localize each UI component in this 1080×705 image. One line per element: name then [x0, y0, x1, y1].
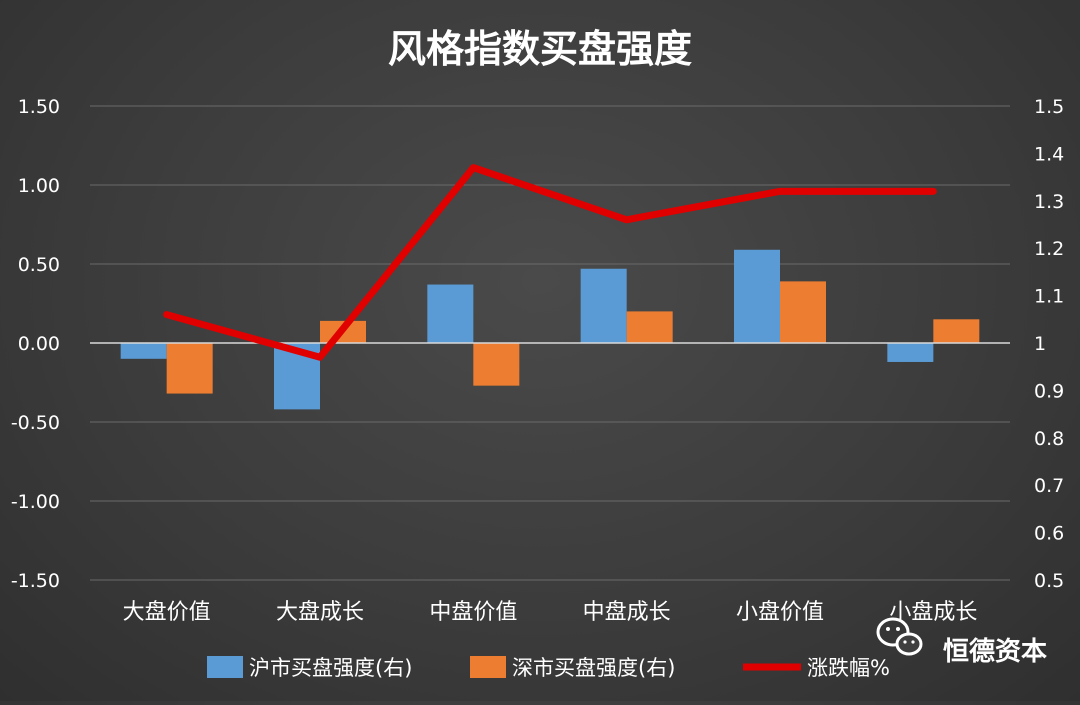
y-right-tick-label: 0.6 [1034, 523, 1064, 545]
y-left-tick-label: 0.00 [18, 333, 60, 355]
x-tick-label: 中盘成长 [583, 600, 671, 625]
x-tick-label: 中盘价值 [429, 600, 517, 625]
y-right-tick-label: 0.9 [1034, 380, 1064, 402]
line-series [163, 164, 937, 361]
bar-sz [933, 319, 980, 343]
bar-sz [626, 311, 673, 343]
line-change-pct [163, 164, 937, 361]
legend-swatch [470, 656, 506, 678]
y-right-tick-label: 1.2 [1034, 238, 1064, 260]
y-left-tick-label: -1.50 [11, 570, 60, 592]
legend-label: 沪市买盘强度(右) [249, 656, 412, 680]
y-left-tick-label: 0.50 [18, 254, 60, 276]
grid [90, 105, 1010, 581]
bar-sh [580, 268, 627, 343]
wechat-icon [876, 617, 923, 656]
x-tick-label: 小盘价值 [736, 600, 824, 625]
bar-sh [887, 343, 934, 362]
bar-sh [120, 343, 167, 359]
y-left-tick-label: 1.00 [18, 175, 60, 197]
legend-swatch [207, 656, 243, 678]
watermark-text: 恒德资本 [943, 637, 1047, 667]
x-tick-label: 大盘价值 [123, 600, 211, 625]
chart-title: 风格指数买盘强度 [388, 27, 692, 71]
y-axis-left: 1.50 1.00 0.50 0.00 -0.50 -1.00 -1.50 [11, 96, 60, 592]
y-axis-right: 1.5 1.4 1.3 1.2 1.1 1 0.9 0.8 0.7 0.6 0.5 [1034, 96, 1064, 592]
bar-sz [780, 281, 826, 343]
bar-sh [427, 284, 474, 343]
legend: 沪市买盘强度(右) 深市买盘强度(右) 涨跌幅% [207, 656, 890, 680]
watermark: 恒德资本 [876, 617, 1047, 667]
y-right-tick-label: 1 [1034, 333, 1046, 355]
y-left-tick-label: -1.00 [11, 491, 60, 513]
y-left-tick-label: -0.50 [11, 412, 60, 434]
y-right-tick-label: 0.7 [1034, 475, 1064, 497]
y-right-tick-label: 0.5 [1034, 570, 1064, 592]
bar-sz [166, 343, 213, 394]
bar-sz [473, 343, 520, 386]
y-right-tick-label: 1.5 [1034, 96, 1064, 118]
y-right-tick-label: 0.8 [1034, 428, 1064, 450]
x-tick-label: 大盘成长 [276, 600, 364, 625]
x-tick-label: 小盘成长 [889, 600, 977, 625]
bars [120, 249, 980, 410]
y-right-tick-label: 1.3 [1034, 191, 1064, 213]
x-axis: 大盘价值 大盘成长 中盘价值 中盘成长 小盘价值 小盘成长 [123, 600, 978, 625]
bar-sh [734, 249, 780, 343]
legend-label: 涨跌幅% [807, 656, 890, 680]
legend-label: 深市买盘强度(右) [512, 656, 675, 680]
y-left-tick-label: 1.50 [18, 96, 60, 118]
y-right-tick-label: 1.1 [1034, 286, 1064, 308]
y-right-tick-label: 1.4 [1034, 143, 1064, 165]
